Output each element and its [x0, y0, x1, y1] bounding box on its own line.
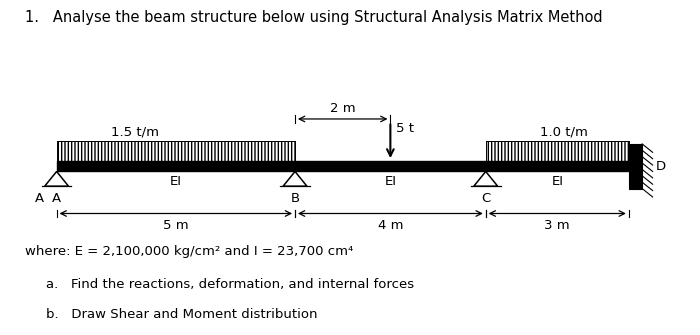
Polygon shape [474, 172, 498, 186]
Bar [486, 141, 629, 161]
Text: D: D [655, 160, 666, 173]
Text: 1.   Analyse the beam structure below using Structural Analysis Matrix Method: 1. Analyse the beam structure below usin… [25, 10, 602, 25]
Text: 4 m: 4 m [377, 219, 403, 232]
Text: C: C [481, 193, 491, 205]
Bar [57, 141, 295, 161]
Text: a.   Find the reactions, deformation, and internal forces: a. Find the reactions, deformation, and … [46, 278, 414, 291]
Polygon shape [283, 172, 307, 186]
Text: b.   Draw Shear and Moment distribution: b. Draw Shear and Moment distribution [46, 308, 317, 321]
Text: EI: EI [384, 175, 396, 188]
Bar [629, 144, 642, 189]
Text: A: A [52, 193, 61, 205]
Text: EI: EI [552, 175, 564, 188]
Text: 5 m: 5 m [163, 219, 188, 232]
Text: 2 m: 2 m [330, 102, 356, 115]
Text: EI: EI [170, 175, 182, 188]
Text: 1.0 t/m: 1.0 t/m [540, 126, 589, 139]
Text: B: B [290, 193, 300, 205]
Polygon shape [45, 172, 69, 186]
Text: A: A [36, 193, 45, 205]
Text: where: E = 2,100,000 kg/cm² and I = 23,700 cm⁴: where: E = 2,100,000 kg/cm² and I = 23,7… [25, 245, 353, 258]
Text: 3 m: 3 m [545, 219, 570, 232]
Text: 5 t: 5 t [396, 122, 414, 135]
Text: 1.5 t/m: 1.5 t/m [111, 126, 160, 139]
